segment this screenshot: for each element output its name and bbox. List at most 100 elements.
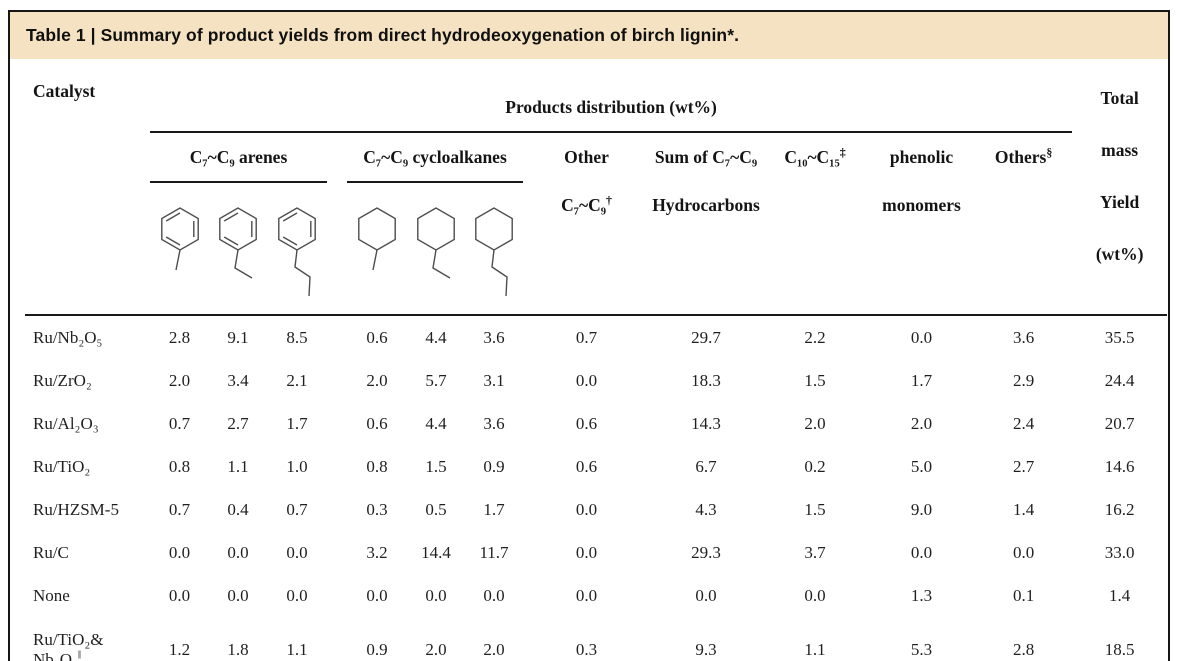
value-cell: 0.0 <box>868 314 975 359</box>
value-cell: 2.0 <box>910 413 933 433</box>
group-gap <box>327 617 347 661</box>
value-cell: 2.0 <box>407 617 465 661</box>
column-group-cycloalkanes: C₇~C₉ cycloalkanes <box>347 132 523 183</box>
value-cell: 0.0 <box>168 585 191 605</box>
other-footnote-mark: † <box>605 193 612 208</box>
value-cell: 18.5 <box>1072 617 1168 661</box>
value-cell: 0.5 <box>425 499 447 519</box>
value-cell: 2.9 <box>1012 370 1035 390</box>
value-cell: 2.4 <box>1012 413 1035 433</box>
catalyst-cell: Ru/Al₂O₃ <box>33 413 99 433</box>
value-cell: 33.0 <box>1104 542 1135 562</box>
value-cell: 18.3 <box>691 370 721 390</box>
catalyst-footnote-mark: ‖ <box>77 648 82 661</box>
table-row: None 0.0 0.0 0.0 0.0 0.0 0.0 0.0 0.0 0.0… <box>25 574 1167 617</box>
value-cell: 0.6 <box>575 413 598 433</box>
catalyst-cell: Ru/C <box>33 542 69 562</box>
value-cell: 2.0 <box>465 617 523 661</box>
total-header-line1: Total <box>1100 88 1139 108</box>
group-gap <box>327 488 347 531</box>
value-cell: 0.0 <box>366 585 388 605</box>
value-cell: 16.2 <box>1104 499 1135 519</box>
value-cell: 29.7 <box>650 314 762 359</box>
value-cell: 0.7 <box>168 499 191 519</box>
group-gap <box>327 359 347 402</box>
value-cell: 0.0 <box>286 542 308 562</box>
table-frame: Table 1 | Summary of product yields from… <box>8 10 1170 661</box>
value-cell: 3.6 <box>483 413 505 433</box>
value-cell: 3.6 <box>975 314 1073 359</box>
value-cell: 0.1 <box>1012 585 1035 605</box>
value-cell: 0.7 <box>286 499 308 519</box>
column-header-sum-line2: Hydrocarbons <box>652 195 760 215</box>
group-gap <box>327 531 347 574</box>
empty-cell <box>762 182 868 315</box>
table-row: Ru/C 0.0 0.0 0.0 3.2 14.4 11.7 0.0 29.3 … <box>25 531 1167 574</box>
value-cell: 3.4 <box>227 370 249 390</box>
value-cell: 6.7 <box>695 456 717 476</box>
value-cell: 5.0 <box>910 456 933 476</box>
ethylbenzene-structure-icon <box>209 182 267 315</box>
value-cell: 0.6 <box>347 314 407 359</box>
value-cell: 2.7 <box>1012 456 1035 476</box>
value-cell: 0.3 <box>523 617 650 661</box>
value-cell: 3.6 <box>465 314 523 359</box>
column-header-other: Other <box>564 147 609 167</box>
value-cell: 2.0 <box>168 370 191 390</box>
value-cell: 0.0 <box>483 585 505 605</box>
value-cell: 0.7 <box>523 314 650 359</box>
total-header-line3: Yield <box>1100 192 1140 212</box>
others-label: Others <box>994 147 1047 167</box>
catalyst-cell: None <box>33 585 70 605</box>
value-cell: 20.7 <box>1104 413 1135 433</box>
value-cell: 1.2 <box>150 617 209 661</box>
propylcyclohexane-structure-icon <box>465 182 523 315</box>
catalyst-line2: Nb₂O₅‖ <box>33 648 82 661</box>
value-cell: 0.0 <box>286 585 308 605</box>
catalyst-cell: Ru/HZSM-5 <box>33 499 119 519</box>
value-cell: 1.3 <box>910 585 933 605</box>
value-cell: 0.0 <box>575 370 598 390</box>
value-cell: 0.9 <box>483 456 505 476</box>
propylbenzene-structure-icon <box>267 182 327 315</box>
value-cell: 0.4 <box>227 499 249 519</box>
value-cell: 1.4 <box>1012 499 1035 519</box>
group-gap <box>327 574 347 617</box>
column-header-other-line2: C₇~C₉† <box>523 182 650 315</box>
value-cell: 1.5 <box>425 456 447 476</box>
value-cell: 0.0 <box>168 542 191 562</box>
c10-c15-footnote-mark: ‡ <box>839 145 846 160</box>
ethylcyclohexane-structure-icon <box>407 182 465 315</box>
group-gap <box>327 132 347 182</box>
value-cell: 2.2 <box>762 314 868 359</box>
column-header-c10-c15: C₁₀~C₁₅‡ <box>762 132 868 182</box>
column-group-arenes: C₇~C₉ arenes <box>150 132 327 183</box>
toluene-structure-icon <box>150 182 209 315</box>
group-gap <box>327 445 347 488</box>
value-cell: 4.4 <box>425 413 447 433</box>
value-cell: 0.0 <box>227 585 249 605</box>
column-header-sum-c7-c9: Sum of C₇~C₉ <box>654 147 758 167</box>
c10-c15-label: C₁₀~C₁₅ <box>784 147 840 167</box>
value-cell: 3.2 <box>366 542 388 562</box>
value-cell: 2.0 <box>366 370 388 390</box>
catalyst-cell: Ru/ZrO₂ <box>33 370 92 390</box>
table-row: Ru/Al₂O₃ 0.7 2.7 1.7 0.6 4.4 3.6 0.6 14.… <box>25 402 1167 445</box>
empty-cell <box>975 182 1072 315</box>
value-cell: 1.1 <box>267 617 327 661</box>
table-row: Ru/HZSM-5 0.7 0.4 0.7 0.3 0.5 1.7 0.0 4.… <box>25 488 1167 531</box>
value-cell: 35.5 <box>1072 314 1168 359</box>
value-cell: 0.2 <box>804 456 826 476</box>
group-gap <box>327 402 347 445</box>
value-cell: 0.0 <box>575 542 598 562</box>
value-cell: 0.8 <box>168 456 191 476</box>
value-cell: 0.6 <box>366 413 388 433</box>
total-header-line4: (wt%) <box>1095 244 1144 264</box>
catalyst-cell: Ru/Nb₂O₅ <box>25 314 150 359</box>
value-cell: 2.7 <box>227 413 249 433</box>
value-cell: 14.4 <box>421 542 451 562</box>
value-cell: 9.0 <box>910 499 933 519</box>
value-cell: 0.0 <box>1012 542 1035 562</box>
value-cell: 1.8 <box>209 617 267 661</box>
value-cell: 0.0 <box>695 585 717 605</box>
